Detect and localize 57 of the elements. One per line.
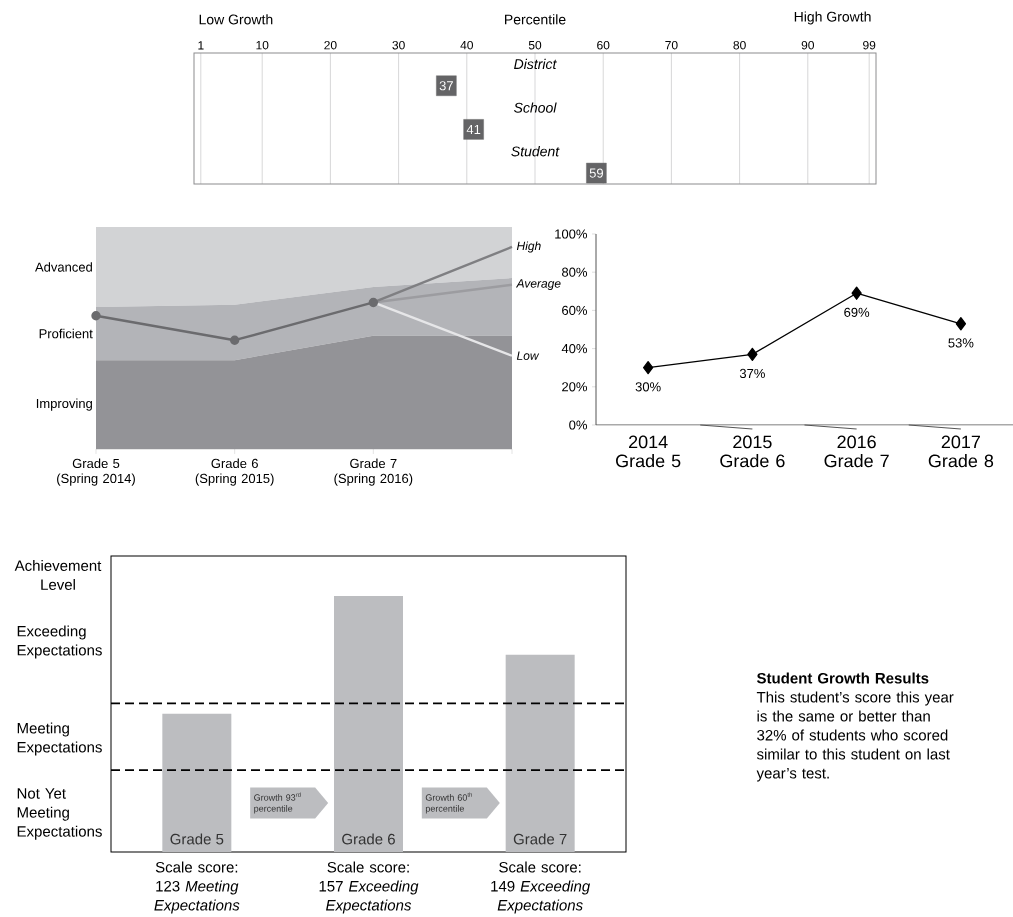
text: Scale score: 123 Meeting Expectations [154, 861, 240, 914]
x-tick-label: Grade 6 [342, 833, 395, 845]
x-tick-label: Grade 6 (Spring 2015) [195, 458, 274, 486]
y-tick-label: 20% [562, 382, 588, 392]
text: Achievement Level [14, 559, 102, 590]
y-tick-label: 60% [562, 305, 588, 315]
x-tick-label: 70 [665, 40, 678, 50]
x-tick-label: 30 [392, 40, 405, 50]
text: High Growth [794, 11, 871, 25]
x-tick-label: Grade 5 [170, 833, 224, 845]
data-label: 59 [589, 168, 603, 178]
data-label: 37 [439, 81, 453, 91]
x-tick-label: Grade 5 (Spring 2014) [57, 458, 135, 486]
y-tick-label: Student [511, 146, 560, 157]
text: Scale score: 149 Exceeding Expectations [491, 861, 591, 914]
text: Low Growth [199, 14, 273, 25]
series-label: Improving [36, 398, 92, 411]
x-axis-title: Percentile [505, 14, 566, 25]
text: Growth 60$^{th}$ percentile [425, 792, 472, 814]
x-tick-label: 60 [597, 40, 610, 50]
x-tick-label: 1 [198, 41, 204, 50]
x-tick-label: 80 [733, 40, 746, 50]
x-tick-label: 20 [324, 40, 337, 50]
y-tick-label: 80% [562, 267, 588, 277]
text: Exceeding Expectations [17, 625, 102, 659]
text: Meeting Expectations [17, 722, 102, 756]
x-tick-label: 50 [528, 40, 542, 50]
x-tick-label: 2014 Grade 5 [616, 435, 681, 468]
data-label: 69% [844, 307, 870, 317]
text: This student’s score this year is the same or better than 32% of students who scored similar to this student on last year’s test. [756, 691, 954, 782]
x-tick-label: 99 [863, 40, 876, 50]
x-tick-label: 90 [801, 40, 815, 50]
y-tick-label: 100% [555, 229, 588, 239]
series-label: Low [516, 351, 540, 360]
x-tick-label: Grade 7 (Spring 2016) [334, 458, 413, 486]
data-label: 37% [739, 368, 765, 379]
text: Student Growth Results [756, 672, 929, 684]
series-label: Advanced [35, 262, 92, 272]
data-label: 53% [948, 338, 974, 348]
series-label: Proficient [39, 328, 93, 339]
x-tick-label: 2017 Grade 8 [928, 435, 994, 468]
data-label: 41 [466, 124, 481, 134]
x-tick-label: 2016 Grade 7 [824, 435, 889, 468]
text: Growth 93$^{rd}$ percentile [254, 792, 301, 814]
series-label: High [516, 241, 541, 253]
y-tick-label: District [514, 58, 557, 70]
y-tick-label: 40% [561, 343, 588, 354]
x-tick-label: 40 [460, 40, 474, 50]
x-tick-label: 10 [256, 40, 269, 50]
y-tick-label: 0% [569, 420, 588, 430]
series-label: Average [515, 279, 561, 291]
text: Not Yet Meeting Expectations [17, 788, 102, 840]
text: Scale score: 157 Exceeding Expectations [319, 861, 419, 914]
x-tick-label: Grade 7 [513, 833, 567, 845]
data-label: 30% [635, 382, 661, 392]
y-tick-label: School [513, 102, 557, 113]
x-tick-label: 2015 Grade 6 [720, 435, 785, 468]
